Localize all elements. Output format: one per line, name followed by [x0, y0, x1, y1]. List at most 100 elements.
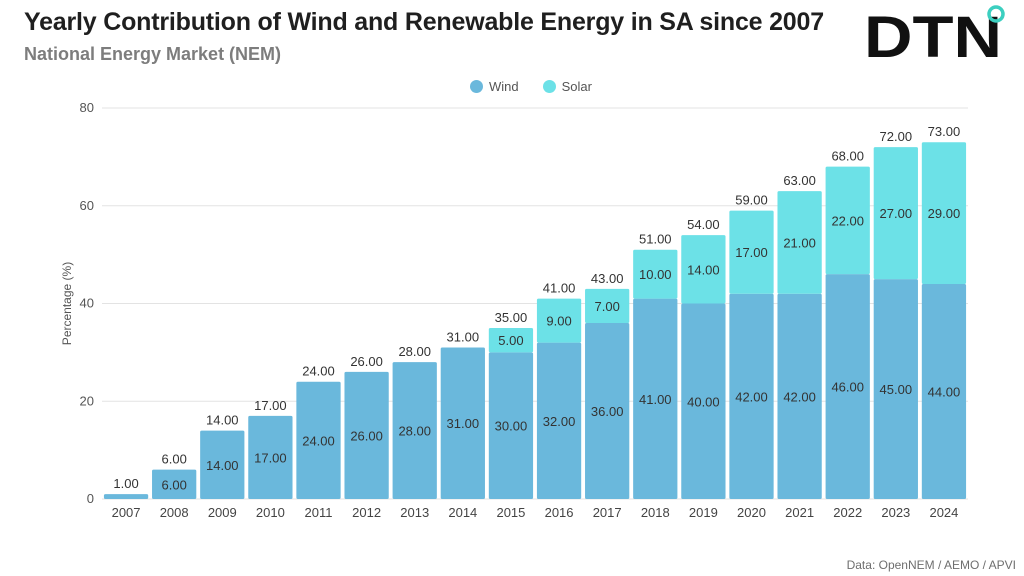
x-tick-label: 2014 [448, 505, 477, 520]
x-tick-label: 2011 [305, 505, 333, 520]
bar-wind [873, 279, 918, 499]
bar-wind [344, 371, 389, 499]
data-source: Data: OpenNEM / AEMO / APVI [846, 558, 1016, 572]
bar-solar [825, 166, 870, 275]
x-tick-label: 2017 [593, 505, 622, 520]
solar-value-label: 7.00 [595, 299, 620, 314]
bar-solar [633, 249, 678, 299]
legend-label-wind: Wind [489, 78, 519, 94]
solar-value-label: 29.00 [928, 206, 961, 221]
total-value-label: 26.00 [350, 354, 383, 369]
bar-wind [921, 283, 967, 499]
x-tick-label: 2008 [160, 505, 189, 520]
wind-value-label: 41.00 [639, 392, 672, 407]
y-axis-label: Percentage (%) [60, 262, 74, 345]
bar-wind [152, 469, 197, 499]
solar-value-label: 9.00 [546, 314, 571, 329]
bar-wind [296, 381, 341, 499]
solar-value-label: 21.00 [783, 235, 816, 250]
bar-solar [536, 298, 582, 343]
bar-solar [585, 288, 630, 324]
total-value-label: 14.00 [206, 413, 239, 428]
solar-value-label: 17.00 [735, 245, 768, 260]
total-value-label: 24.00 [302, 364, 335, 379]
bar-wind [633, 298, 678, 499]
x-tick-label: 2020 [737, 505, 766, 520]
x-tick-label: 2023 [881, 505, 910, 520]
bar-wind [536, 342, 582, 499]
solar-value-label: 27.00 [880, 206, 913, 221]
y-tick-label: 40 [80, 296, 94, 311]
legend-item-solar: Solar [542, 78, 592, 94]
x-tick-label: 2024 [929, 505, 958, 520]
bar-wind [825, 274, 870, 499]
x-tick-label: 2016 [545, 505, 574, 520]
wind-swatch-icon [470, 79, 483, 93]
bar-wind [200, 430, 245, 499]
total-value-label: 72.00 [880, 129, 913, 144]
solar-swatch-icon [542, 79, 556, 93]
bar-wind [681, 303, 726, 499]
wind-value-label: 40.00 [687, 394, 720, 409]
total-value-label: 1.00 [113, 476, 138, 491]
wind-value-label: 36.00 [591, 404, 624, 419]
solar-value-label: 5.00 [498, 333, 523, 348]
bar-wind [392, 362, 437, 499]
solar-value-label: 10.00 [639, 267, 672, 282]
wind-value-label: 17.00 [254, 450, 287, 465]
solar-value-label: 22.00 [831, 213, 864, 228]
bar-solar [681, 235, 726, 304]
chart-title: Yearly Contribution of Wind and Renewabl… [24, 8, 824, 36]
wind-value-label: 24.00 [302, 433, 335, 448]
bar-wind [777, 293, 822, 499]
total-value-label: 43.00 [591, 271, 624, 286]
bar-wind [585, 323, 630, 499]
wind-value-label: 42.00 [783, 389, 816, 404]
bar-wind [103, 494, 149, 499]
x-tick-label: 2010 [256, 505, 285, 520]
wind-value-label: 32.00 [543, 414, 576, 429]
bar-solar [729, 210, 774, 294]
wind-value-label: 42.00 [735, 389, 768, 404]
x-tick-label: 2015 [496, 505, 525, 520]
bar-solar [921, 142, 967, 284]
x-tick-label: 2012 [352, 505, 381, 520]
total-value-label: 68.00 [831, 149, 864, 164]
bar-solar [777, 191, 822, 294]
chart-subtitle: National Energy Market (NEM) [24, 44, 282, 64]
x-tick-label: 2013 [400, 505, 429, 520]
wind-value-label: 6.00 [162, 477, 187, 492]
wind-value-label: 31.00 [447, 416, 480, 431]
x-tick-label: 2022 [833, 505, 862, 520]
y-tick-label: 80 [80, 100, 94, 115]
total-value-label: 73.00 [928, 124, 961, 139]
x-tick-label: 2009 [208, 505, 237, 520]
bar-solar [488, 327, 534, 353]
wind-value-label: 46.00 [831, 380, 864, 395]
logo-dot-icon [987, 5, 1005, 23]
bar-wind [440, 347, 485, 499]
total-value-label: 54.00 [687, 217, 720, 232]
bar-wind [488, 352, 534, 499]
x-tick-label: 2019 [689, 505, 718, 520]
y-tick-label: 60 [80, 198, 94, 213]
total-value-label: 59.00 [735, 193, 768, 208]
total-value-label: 51.00 [639, 232, 672, 247]
total-value-label: 17.00 [254, 398, 287, 413]
legend-label-solar: Solar [561, 78, 592, 94]
total-value-label: 6.00 [162, 452, 187, 467]
wind-value-label: 44.00 [928, 384, 961, 399]
wind-value-label: 14.00 [206, 458, 239, 473]
logo-text: DTN [864, 5, 1002, 64]
bar-solar [873, 147, 918, 280]
x-tick-label: 2021 [785, 505, 814, 520]
x-tick-label: 2007 [112, 505, 141, 520]
total-value-label: 41.00 [543, 281, 576, 296]
total-value-label: 28.00 [398, 344, 431, 359]
wind-value-label: 30.00 [495, 419, 528, 434]
wind-value-label: 45.00 [880, 382, 913, 397]
total-value-label: 63.00 [783, 173, 816, 188]
total-value-label: 35.00 [495, 310, 528, 325]
total-value-label: 31.00 [447, 329, 480, 344]
